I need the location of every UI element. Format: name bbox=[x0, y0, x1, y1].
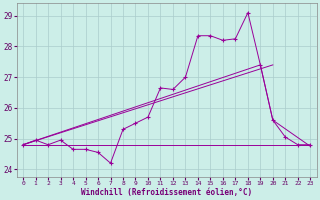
X-axis label: Windchill (Refroidissement éolien,°C): Windchill (Refroidissement éolien,°C) bbox=[81, 188, 252, 197]
